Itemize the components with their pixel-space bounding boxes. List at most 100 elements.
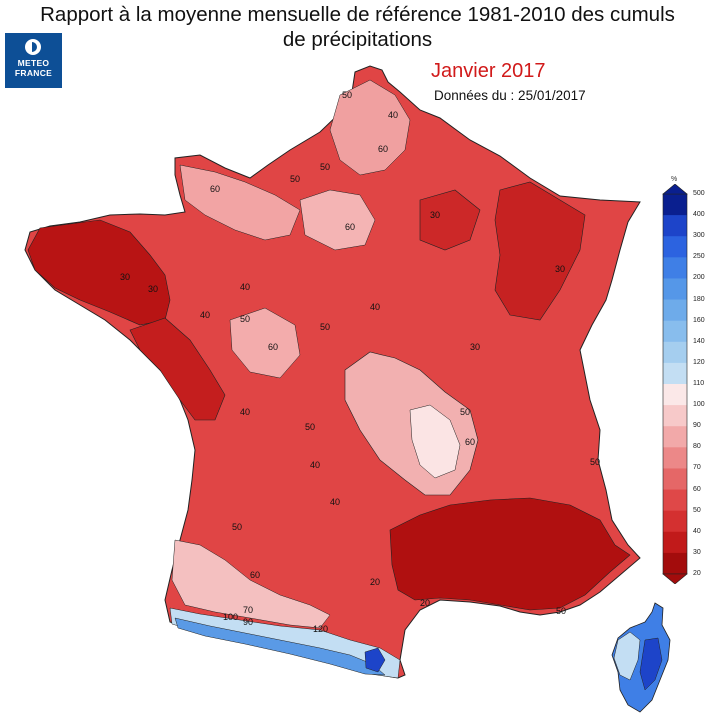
legend-swatch xyxy=(663,236,687,258)
contour-label: 60 xyxy=(345,222,355,232)
legend-tick-label: 200 xyxy=(693,274,705,282)
map-title-line1: Rapport à la moyenne mensuelle de référe… xyxy=(40,3,675,26)
legend-swatch xyxy=(663,510,687,533)
legend-swatch xyxy=(663,552,687,575)
legend-colorbar xyxy=(662,184,688,584)
contour-label: 30 xyxy=(470,342,480,352)
color-legend: % 500 400 300 250 200 180 160 140 120 110 100 90 80 7… xyxy=(661,176,705,584)
contour-label: 50 xyxy=(320,162,330,172)
legend-tick-label: 30 xyxy=(693,548,701,556)
contour-label: 50 xyxy=(460,407,470,417)
legend-tick-label: 100 xyxy=(693,401,705,409)
logo-text-line2: FRANCE xyxy=(14,68,53,78)
legend-unit: % xyxy=(671,176,678,183)
region-pyrenees-blue xyxy=(174,617,386,676)
contour-label: 30 xyxy=(555,264,565,274)
region-centre-pale xyxy=(229,307,301,379)
legend-tick-label: 400 xyxy=(693,211,705,219)
legend-swatch xyxy=(663,384,687,406)
legend-tick-label: 250 xyxy=(693,253,705,261)
legend-tick-label: 80 xyxy=(693,443,701,451)
contour-label: 40 xyxy=(370,302,380,312)
contour-label: 90 xyxy=(243,617,253,627)
legend-tick-label: 70 xyxy=(693,464,701,472)
legend-tick-label: 60 xyxy=(693,485,701,493)
contour-label: 30 xyxy=(148,284,158,294)
legend-tick-label: 120 xyxy=(693,358,705,366)
meteo-france-logo: METEO FRANCE xyxy=(5,33,62,88)
contour-label: 60 xyxy=(465,437,475,447)
region-nord-pale xyxy=(329,79,411,176)
legend-tick-label: 20 xyxy=(693,570,701,577)
legend-swatch xyxy=(663,447,687,469)
legend-swatch xyxy=(663,257,687,279)
period-label: Janvier 2017 xyxy=(431,60,546,82)
map-title: Rapport à la moyenne mensuelle de référe… xyxy=(0,2,715,52)
legend-tick-label: 50 xyxy=(693,506,701,514)
contour-label: 70 xyxy=(243,605,253,615)
contour-label: 60 xyxy=(268,342,278,352)
contour-label: 40 xyxy=(240,407,250,417)
contour-label: 20 xyxy=(420,598,430,608)
contour-label: 30 xyxy=(430,210,440,220)
contour-label: 100 xyxy=(223,612,238,622)
legend-top-arrow xyxy=(662,184,688,195)
contour-label: 40 xyxy=(240,282,250,292)
region-northeast xyxy=(494,181,586,321)
region-massif-central-core xyxy=(409,404,461,479)
region-ile-de-france-pale xyxy=(299,189,376,251)
region-landes-pale xyxy=(171,539,331,629)
region-pyrenees-peak xyxy=(364,647,386,673)
contour-label: 60 xyxy=(378,144,388,154)
legend-tick-label: 300 xyxy=(693,232,705,240)
legend-swatch xyxy=(663,489,687,512)
legend-tick-label: 110 xyxy=(693,380,705,387)
corsica xyxy=(611,602,671,713)
contour-label: 50 xyxy=(290,174,300,184)
contour-label: 60 xyxy=(250,570,260,580)
region-champagne xyxy=(419,189,481,251)
legend-swatch xyxy=(663,215,687,237)
contour-label: 50 xyxy=(240,314,250,324)
legend-swatch xyxy=(663,531,687,554)
contour-label: 50 xyxy=(305,422,315,432)
legend-tick-label: 500 xyxy=(693,190,705,197)
legend-swatch xyxy=(663,426,687,448)
region-west-coast xyxy=(129,317,226,421)
contour-label: 60 xyxy=(210,184,220,194)
region-provence xyxy=(389,497,631,611)
legend-swatch xyxy=(663,468,687,491)
legend-bottom-arrow xyxy=(662,573,688,584)
legend-swatch xyxy=(663,278,687,301)
contour-label: 50 xyxy=(590,457,600,467)
contour-label: 120 xyxy=(313,624,328,634)
legend-swatch xyxy=(663,194,687,216)
contour-label: 50 xyxy=(320,322,330,332)
legend-swatch xyxy=(663,405,687,427)
legend-swatch xyxy=(663,362,687,385)
legend-tick-label: 140 xyxy=(693,337,705,345)
title-background xyxy=(0,0,715,52)
contour-label: 50 xyxy=(342,90,352,100)
map-title-line2: de précipitations xyxy=(282,28,433,51)
contour-label: 40 xyxy=(310,460,320,470)
logo-text-line1: METEO xyxy=(17,58,50,68)
region-brittany xyxy=(27,219,171,326)
data-date-label: Données du : 25/01/2017 xyxy=(434,88,586,103)
contour-label: 50 xyxy=(232,522,242,532)
legend-tick-label: 180 xyxy=(693,295,705,303)
contour-label: 40 xyxy=(330,497,340,507)
contour-label: 20 xyxy=(370,577,380,587)
contour-label: 40 xyxy=(388,110,398,120)
legend-swatch xyxy=(663,341,687,364)
meteo-france-logo-icon xyxy=(25,39,41,55)
corsica-west-pale xyxy=(613,631,641,681)
contour-label: 30 xyxy=(120,272,130,282)
legend-swatch xyxy=(663,320,687,343)
corsica-core-dark xyxy=(639,637,663,691)
legend-swatch xyxy=(663,299,687,322)
region-normandy-pale xyxy=(179,164,301,241)
contour-label: 40 xyxy=(200,310,210,320)
contour-label: 50 xyxy=(556,606,566,616)
